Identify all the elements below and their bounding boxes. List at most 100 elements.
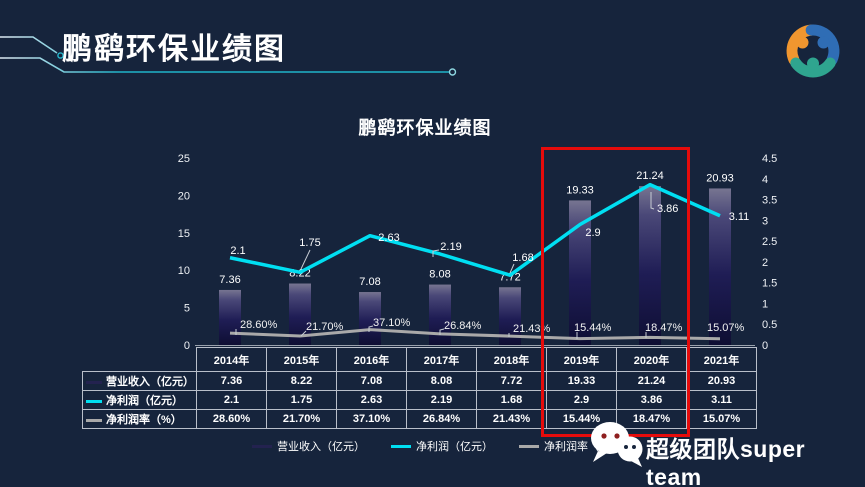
table-row-label: 营业收入（亿元） — [82, 371, 197, 391]
bar — [709, 188, 731, 345]
table-year-header: 2018年 — [476, 347, 547, 372]
table-cell: 15.07% — [686, 409, 757, 429]
legend-label: 净利润（亿元） — [416, 441, 493, 453]
legend-label: 营业收入（亿元） — [277, 441, 365, 453]
right-axis-tick: 0.5 — [762, 319, 777, 331]
table-year-header: 2019年 — [546, 347, 617, 372]
legend-swatch — [252, 444, 272, 448]
right-axis-tick: 1.5 — [762, 278, 777, 290]
margin-label: 37.10% — [373, 317, 411, 329]
table-year-header: 2020年 — [616, 347, 687, 372]
legend-swatch — [519, 444, 539, 448]
table-cell: 7.72 — [476, 371, 547, 391]
team-name: 超级团队super team — [646, 436, 806, 487]
chart-legend: 营业收入（亿元） 净利润（亿元） 净利润率（%） — [252, 438, 620, 454]
bar-label: 19.33 — [566, 184, 594, 196]
leader-line — [300, 249, 311, 270]
performance-chart: 051015202500.511.522.533.544.57.368.227.… — [178, 153, 778, 352]
profit-label: 2.1 — [230, 245, 245, 257]
right-axis-tick: 1 — [762, 298, 768, 310]
profit-label: 3.86 — [657, 203, 678, 215]
table-year-header: 2017年 — [406, 347, 477, 372]
table-cell: 15.44% — [546, 409, 617, 429]
margin-label: 21.43% — [513, 323, 551, 335]
bar — [499, 287, 521, 345]
table-cell: 8.22 — [266, 371, 337, 391]
margin-label: 15.44% — [574, 322, 612, 334]
table-cell: 7.36 — [196, 371, 267, 391]
profit-label: 1.75 — [299, 237, 320, 249]
bar — [359, 292, 381, 345]
bar-label: 21.24 — [636, 170, 664, 182]
margin-line — [229, 328, 721, 341]
leader-line — [432, 249, 440, 257]
profit-label: 2.9 — [585, 227, 600, 239]
table-cell: 19.33 — [546, 371, 617, 391]
right-axis-tick: 2 — [762, 257, 768, 269]
leader-line — [509, 263, 515, 274]
right-axis-tick: 0 — [762, 340, 768, 352]
company-logo-icon — [786, 24, 840, 78]
table-cell: 1.68 — [476, 390, 547, 410]
series-swatch — [86, 380, 102, 384]
table-corner — [83, 348, 197, 372]
profit-line — [229, 182, 721, 277]
right-axis-tick: 2.5 — [762, 236, 777, 248]
legend-item: 营业收入（亿元） — [252, 438, 365, 454]
left-axis-tick: 20 — [178, 190, 190, 202]
table-cell: 21.24 — [616, 371, 687, 391]
bar-label: 8.08 — [429, 269, 450, 281]
left-axis-tick: 0 — [184, 340, 190, 352]
profit-label: 3.11 — [729, 211, 750, 223]
profit-label: 2.19 — [440, 241, 461, 253]
legend-swatch — [391, 444, 411, 448]
leader-line — [300, 330, 307, 337]
leader-line — [368, 325, 374, 332]
legend-item: 净利润（亿元） — [391, 438, 493, 454]
chart-title: 鹏鹞环保业绩图 — [358, 118, 492, 138]
profit-line-series: 2.1 1.75 2.63 2.19 1.68 2.9 3.86 3.11 — [229, 182, 750, 277]
page-title: 鹏鹞环保业绩图 — [62, 33, 286, 66]
table-cell: 26.84% — [406, 409, 477, 429]
margin-label: 15.07% — [707, 322, 745, 334]
bar-label: 20.93 — [706, 172, 734, 184]
table-cell: 37.10% — [336, 409, 407, 429]
table-cell: 2.1 — [196, 390, 267, 410]
table-cell: 2.19 — [406, 390, 477, 410]
table-cell: 2.63 — [336, 390, 407, 410]
right-axis-tick: 4 — [762, 174, 768, 186]
table-cell: 21.43% — [476, 409, 547, 429]
table-cell: 3.11 — [686, 390, 757, 410]
series-swatch — [86, 418, 102, 422]
profit-label: 1.68 — [512, 252, 533, 264]
bar-label: 7.08 — [359, 276, 380, 288]
left-axis-tick: 10 — [178, 265, 190, 277]
bar — [639, 186, 661, 345]
margin-label: 26.84% — [444, 320, 482, 332]
table-cell: 2.9 — [546, 390, 617, 410]
leader-line — [650, 192, 655, 210]
margin-label: 21.70% — [306, 321, 344, 333]
margin-label: 28.60% — [240, 319, 278, 331]
left-axis-tick: 5 — [184, 303, 190, 315]
table-year-header: 2016年 — [336, 347, 407, 372]
left-axis-tick: 25 — [178, 153, 190, 165]
circuit-decoration — [0, 36, 457, 76]
left-axis-tick: 15 — [178, 228, 190, 240]
table-cell: 1.75 — [266, 390, 337, 410]
table-year-header: 2021年 — [686, 347, 757, 372]
margin-label: 18.47% — [645, 322, 683, 334]
data-table: 2014年 2015年 2016年 2017年 2018年 2019年 2020年 2021年… — [82, 347, 757, 429]
margin-line-series: 28.60% 21.70% 37.10% 26.84% 21.43% 15.44% 18.4… — [229, 317, 745, 341]
table-cell: 21.70% — [266, 409, 337, 429]
right-axis-tick: 3.5 — [762, 195, 777, 207]
table-year-header: 2015年 — [266, 347, 337, 372]
table-row-label: 净利润率（%） — [82, 409, 197, 429]
table-cell: 3.86 — [616, 390, 687, 410]
wechat-icon — [591, 422, 643, 467]
table-cell: 8.08 — [406, 371, 477, 391]
table-cell: 20.93 — [686, 371, 757, 391]
bar-label: 7.36 — [219, 274, 240, 286]
